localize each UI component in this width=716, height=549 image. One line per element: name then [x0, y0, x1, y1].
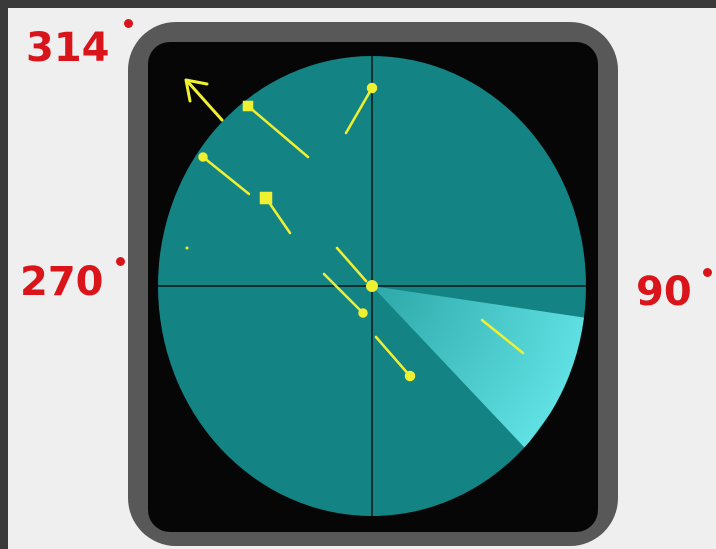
heading-label-270: 270	[20, 259, 104, 305]
own-ship-center	[366, 280, 378, 292]
target-track-2	[242, 100, 310, 159]
target-track-8	[480, 318, 525, 355]
target-track-4	[259, 191, 292, 235]
heading-label-90: 90	[636, 269, 692, 315]
heading-label-314: 314	[26, 25, 110, 71]
target-track-7	[374, 335, 416, 382]
target-dot	[185, 246, 189, 250]
degree-dot-270	[116, 257, 125, 266]
target-track-5	[335, 246, 368, 283]
sweep-beam	[372, 286, 586, 448]
degree-dot-90	[703, 268, 712, 277]
target-track-6	[322, 272, 368, 318]
degree-dot-314	[124, 19, 133, 28]
arrow-up-left-icon	[184, 78, 224, 122]
target-track-1	[344, 82, 378, 135]
target-track-3	[198, 152, 251, 196]
